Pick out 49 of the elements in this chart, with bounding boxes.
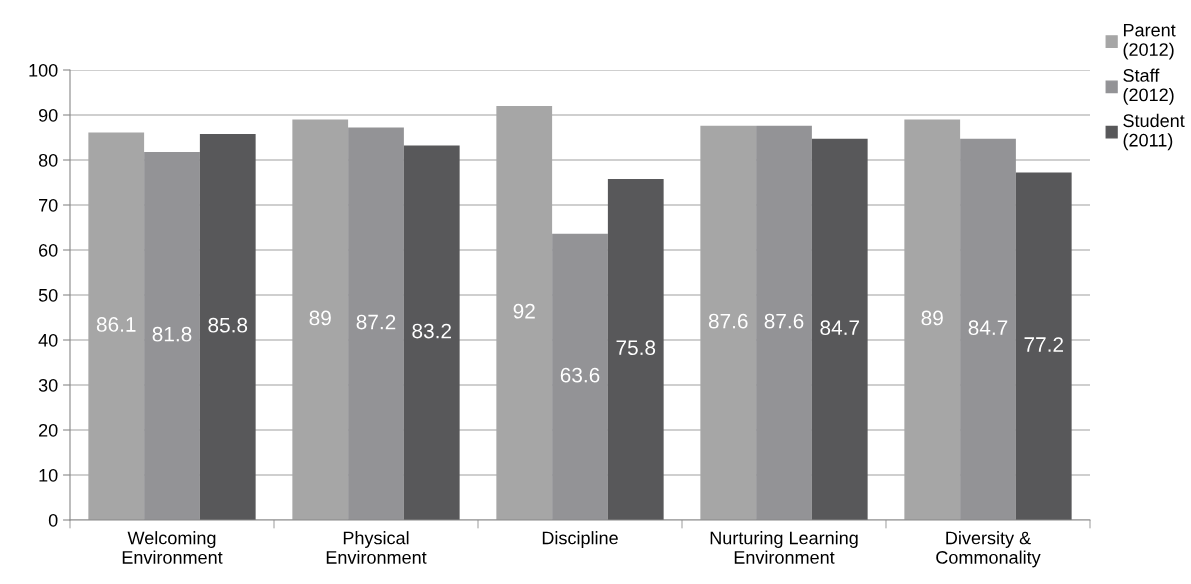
data-label: 84.7 [968, 320, 1008, 336]
y-tick-label: 90 [38, 108, 58, 122]
x-tick-label: Diversity & Commonality [936, 531, 1041, 568]
bar [756, 125, 812, 520]
x-tick-label: Discipline [542, 531, 618, 548]
data-label: 89 [309, 310, 331, 326]
bar [292, 119, 349, 520]
y-tick-label: 10 [39, 468, 58, 482]
bar [1015, 172, 1072, 520]
bar [700, 125, 757, 520]
legend-label: Parent (2012) [1123, 23, 1176, 60]
data-label: 87.6 [708, 313, 748, 329]
legend-label: Student (2011) [1123, 113, 1185, 151]
y-tick-label: 80 [38, 153, 58, 167]
x-tick-label: Physical Environment [326, 531, 427, 564]
bar [144, 151, 200, 520]
bar [811, 138, 868, 520]
bar [552, 233, 608, 520]
data-label: 92 [513, 303, 535, 319]
data-label: 86.1 [96, 317, 136, 332]
legend-label: Staff (2012) [1123, 68, 1174, 105]
y-tick-label: 20 [39, 423, 58, 437]
bar [496, 106, 553, 520]
data-label: 81.8 [152, 326, 192, 342]
y-tick-label: 70 [39, 198, 58, 212]
data-label: 63.6 [560, 367, 600, 383]
bar [904, 119, 961, 520]
data-label: 89 [921, 310, 943, 326]
data-label: 83.2 [412, 323, 451, 339]
bar [348, 127, 404, 520]
x-tick-label: Nurturing Learning Environment [710, 531, 858, 564]
data-label: 87.6 [764, 313, 804, 329]
bar [607, 178, 664, 520]
data-label: 75.8 [616, 340, 656, 356]
y-tick-label: 0 [48, 513, 58, 527]
y-tick-label: 50 [38, 288, 58, 302]
x-tick-label: Welcoming Environment [122, 531, 223, 564]
y-tick-label: 100 [29, 63, 58, 77]
y-tick-label: 60 [39, 243, 58, 257]
data-label: 84.7 [820, 320, 859, 336]
y-tick-label: 30 [38, 378, 58, 392]
bar [403, 145, 460, 520]
bar [88, 132, 145, 520]
data-label: 85.8 [208, 317, 248, 333]
bar [960, 138, 1016, 520]
bar [199, 133, 256, 520]
y-tick-label: 40 [38, 333, 58, 347]
data-label: 77.2 [1024, 337, 1063, 352]
data-label: 87.2 [356, 314, 396, 330]
